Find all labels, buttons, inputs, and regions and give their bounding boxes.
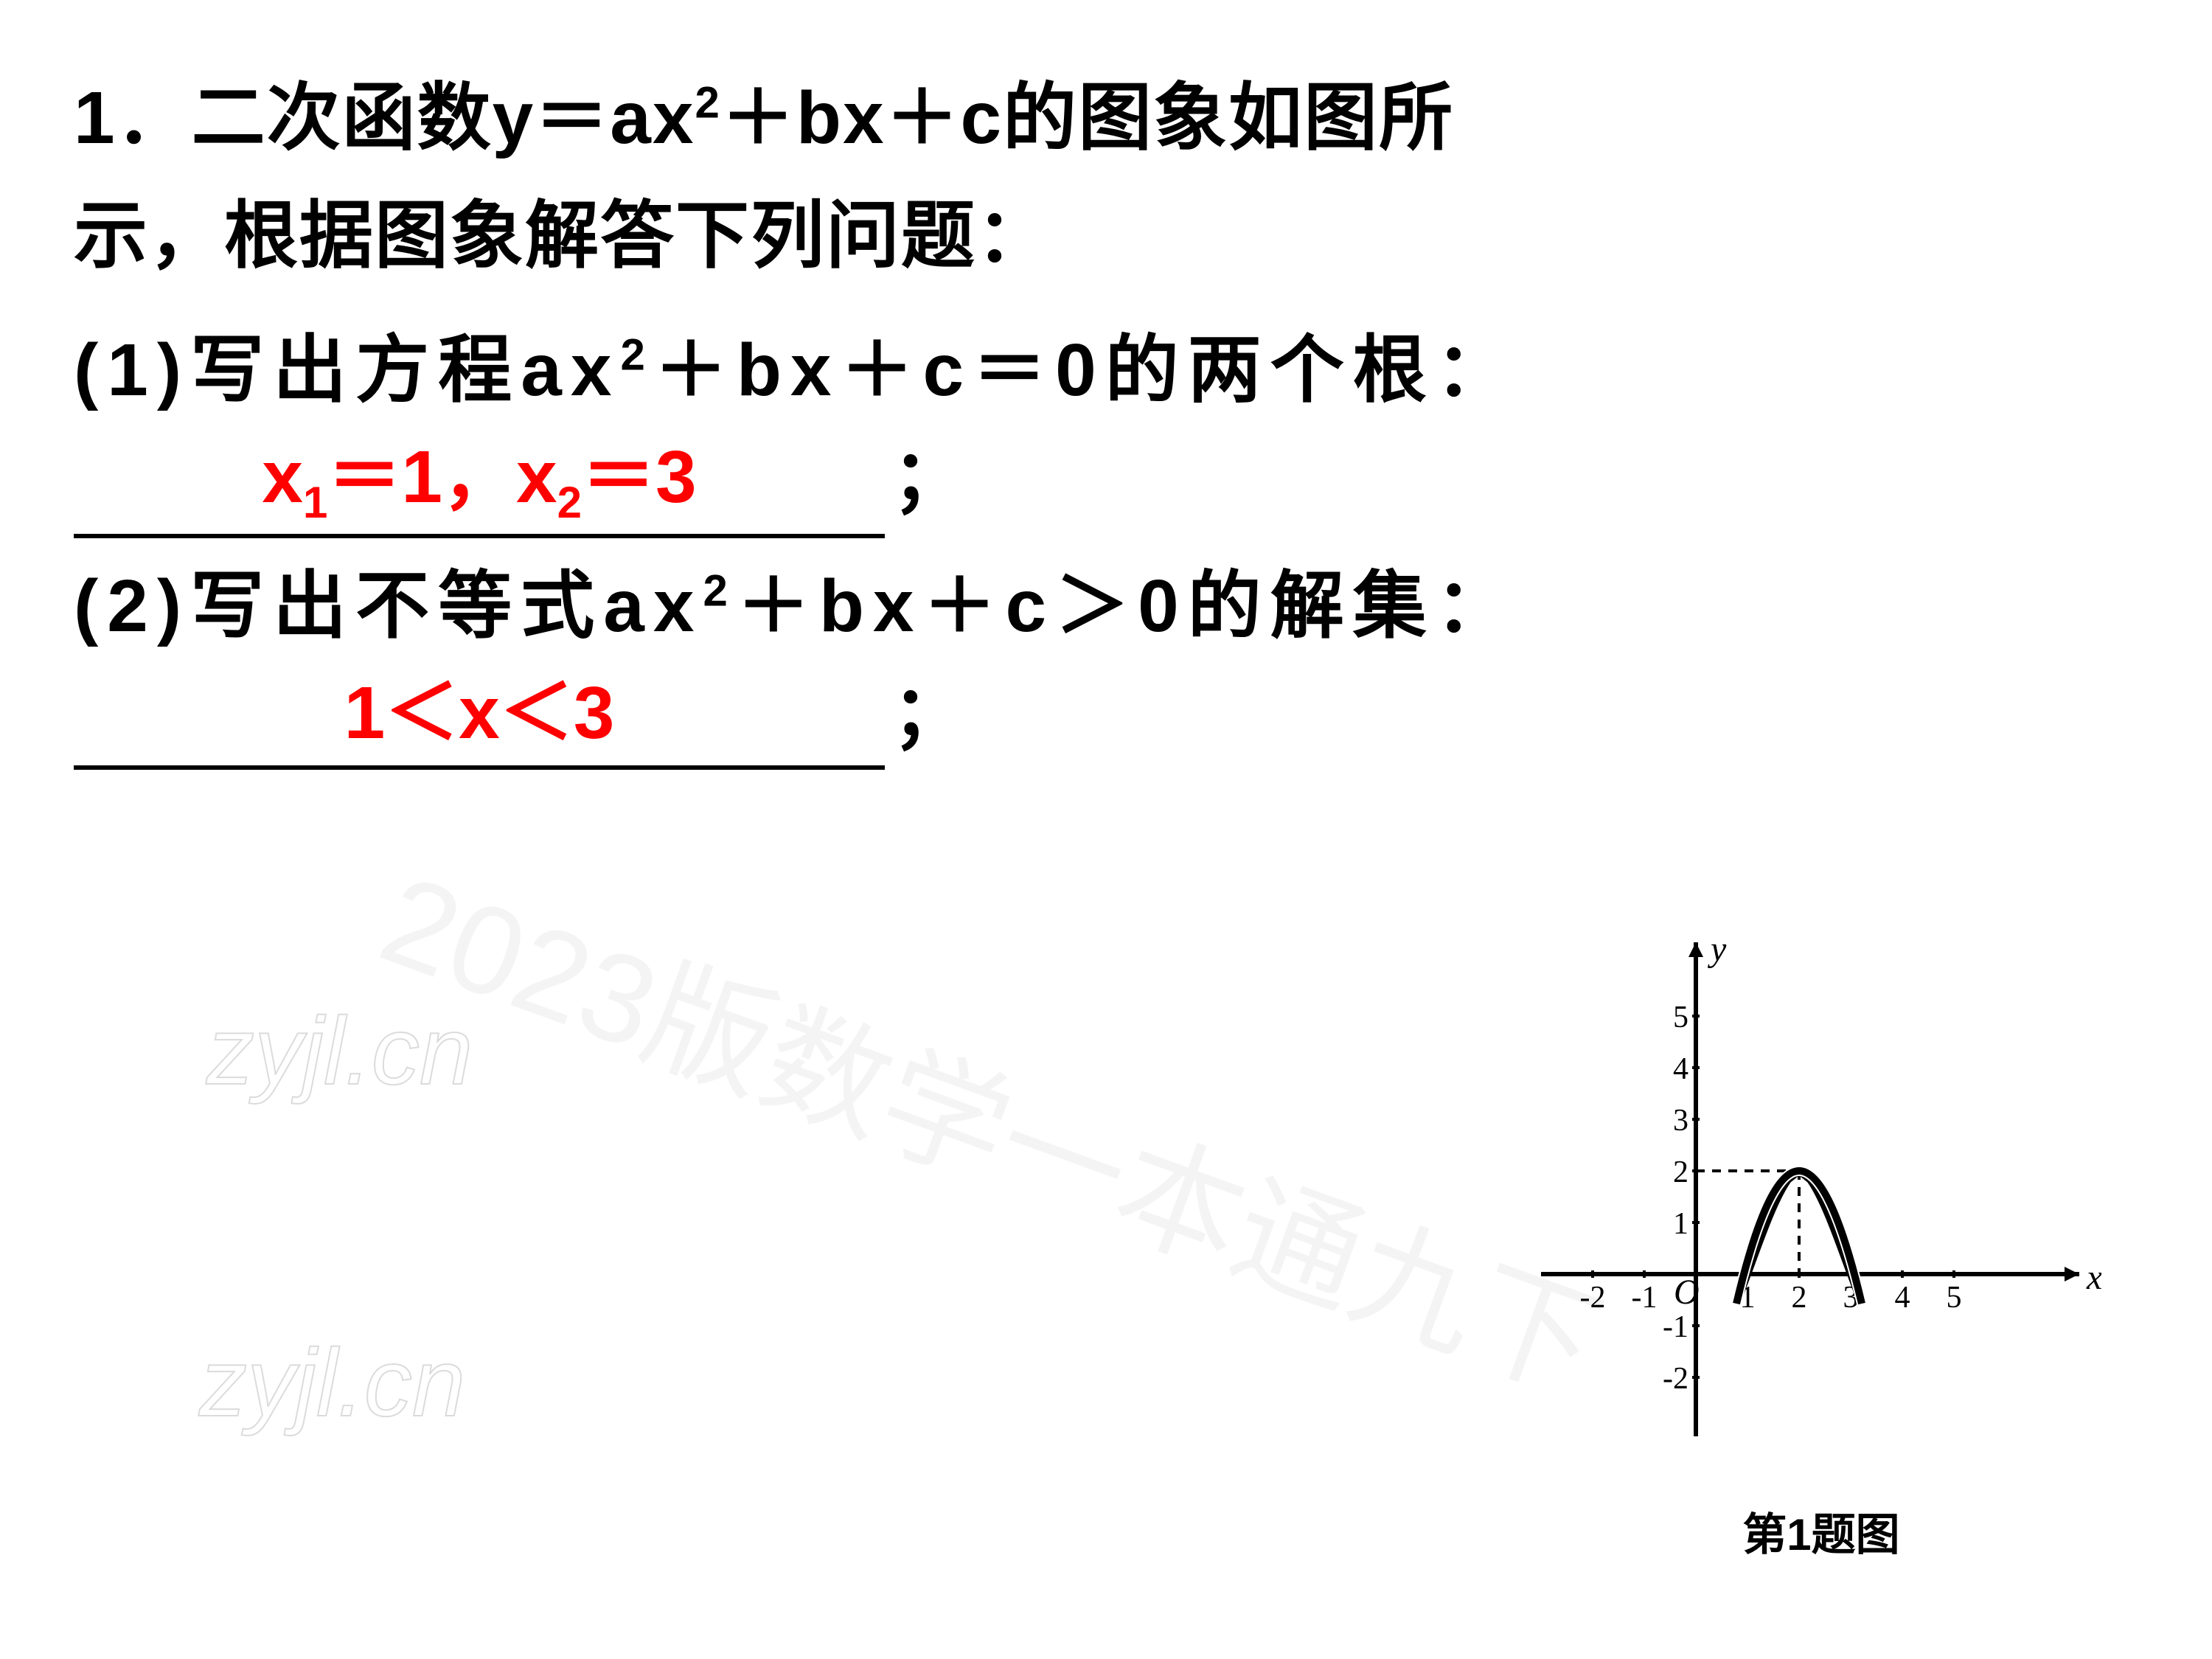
sub2-textb: ＋bx＋c＞0的解集： — [737, 565, 1518, 647]
svg-text:-1: -1 — [1632, 1281, 1658, 1315]
svg-text:-1: -1 — [1663, 1310, 1688, 1344]
svg-text:2: 2 — [1792, 1281, 1807, 1315]
watermark-zyjl-2: zyjl.cn — [199, 1327, 465, 1438]
sub1-texta: 写出方程ax — [190, 329, 620, 411]
problem-intro: 1．二次函数y＝ax2＋bx＋c的图象如图所 示，根据图象解答下列问题： — [74, 59, 2138, 295]
sub1-number: (1) — [74, 329, 190, 411]
intro-line2: 示，根据图象解答下列问题： — [74, 195, 1051, 277]
svg-text:1: 1 — [1673, 1207, 1688, 1241]
sub2-texta: 写出不等式ax — [190, 565, 703, 647]
sub1-blank: x1＝1，x2＝3 — [74, 417, 885, 538]
svg-text:-2: -2 — [1580, 1281, 1606, 1315]
svg-text:3: 3 — [1673, 1104, 1688, 1138]
graph-caption: 第1题图 — [1541, 1499, 2101, 1563]
intro-part1: 二次函数y＝ax — [192, 77, 695, 159]
sub2-answer-line: 1＜x＜3 ； — [74, 653, 2138, 770]
origin-label: O — [1674, 1273, 1700, 1312]
problem-number: 1． — [74, 77, 192, 159]
parabola-graph: x y O -2 -1 1 2 3 4 5 1 2 3 4 5 — [1541, 920, 2101, 1481]
sub2-blank: 1＜x＜3 — [74, 653, 885, 770]
graph-container: x y O -2 -1 1 2 3 4 5 1 2 3 4 5 — [1541, 920, 2101, 1563]
intro-sup1: 2 — [695, 78, 720, 128]
sub1-textb: ＋bx＋c＝0的两个根： — [654, 329, 1518, 411]
sub-problem-2: (2)写出不等式ax2＋bx＋c＞0的解集： 1＜x＜3 ； — [74, 546, 2138, 770]
sub2-sup: 2 — [703, 566, 736, 616]
x-axis-arrow — [2065, 1267, 2079, 1281]
watermark-zyjl-1: zyjl.cn — [206, 995, 473, 1106]
intro-part1b: ＋bx＋c的图象如图所 — [721, 77, 1454, 159]
svg-text:4: 4 — [1895, 1281, 1910, 1315]
svg-text:2: 2 — [1673, 1155, 1688, 1189]
sub-problem-1: (1)写出方程ax2＋bx＋c＝0的两个根： x1＝1，x2＝3 ； — [74, 310, 2138, 538]
sub2-number: (2) — [74, 565, 190, 647]
x-axis-label: x — [2086, 1258, 2101, 1297]
sub1-question: (1)写出方程ax2＋bx＋c＝0的两个根： — [74, 310, 2138, 417]
svg-text:5: 5 — [1947, 1281, 1962, 1315]
y-axis-arrow — [1688, 942, 1703, 957]
sub1-answer-line: x1＝1，x2＝3 ； — [74, 417, 2138, 538]
sub2-question: (2)写出不等式ax2＋bx＋c＞0的解集： — [74, 546, 2138, 653]
y-axis-label: y — [1707, 930, 1727, 969]
sub2-semicolon: ； — [892, 653, 966, 759]
sub1-answer: x1＝1，x2＝3 — [262, 436, 696, 518]
sub1-semicolon: ； — [892, 417, 966, 524]
watermark-main: 2023版数学一本通九下 — [361, 818, 1627, 1427]
svg-text:4: 4 — [1673, 1052, 1688, 1086]
x-ticks: -2 -1 1 2 3 4 5 — [1580, 1270, 1962, 1315]
svg-text:5: 5 — [1673, 1001, 1688, 1034]
sub1-sup: 2 — [620, 330, 653, 380]
svg-text:-2: -2 — [1663, 1362, 1688, 1396]
sub2-answer: 1＜x＜3 — [344, 672, 615, 754]
